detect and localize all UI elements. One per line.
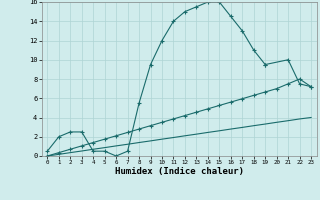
X-axis label: Humidex (Indice chaleur): Humidex (Indice chaleur) [115, 167, 244, 176]
